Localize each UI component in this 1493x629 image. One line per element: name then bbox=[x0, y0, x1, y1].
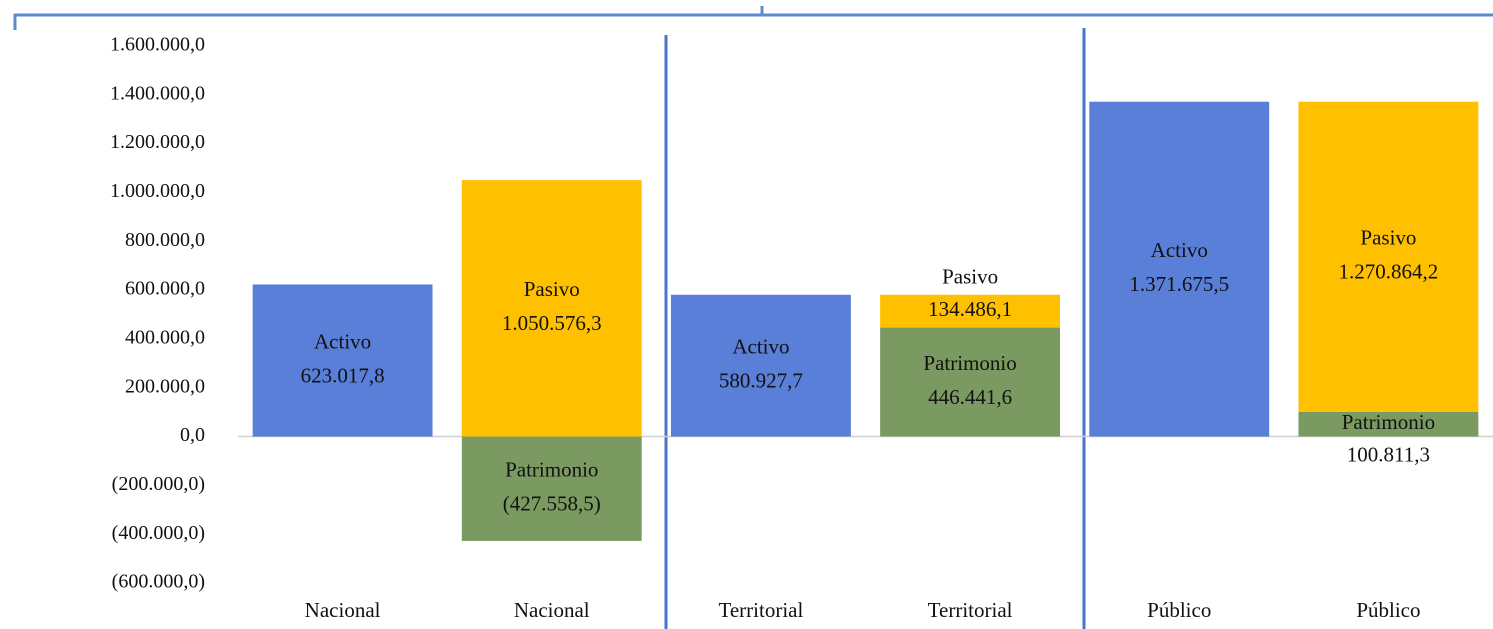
segment-name: Patrimonio bbox=[1342, 410, 1435, 434]
x-tick-label: Público bbox=[1356, 598, 1420, 622]
segment-name: Activo bbox=[1151, 238, 1208, 262]
segment-name: Pasivo bbox=[1360, 226, 1416, 250]
bar bbox=[880, 294, 1061, 328]
segment-name: Activo bbox=[314, 329, 371, 353]
x-tick-label: Territorial bbox=[928, 598, 1013, 622]
data-label: 1.371.675,5 bbox=[1129, 272, 1229, 296]
segment-name: Patrimonio bbox=[923, 351, 1016, 375]
y-tick-label: 1.600.000,0 bbox=[110, 34, 205, 56]
bracket bbox=[13, 6, 1493, 30]
y-tick-label: 1.400.000,0 bbox=[110, 82, 205, 104]
bar bbox=[880, 327, 1061, 437]
x-tick-label: Nacional bbox=[514, 598, 590, 622]
segment-name: Activo bbox=[732, 334, 789, 358]
y-tick-label: (600.000,0) bbox=[112, 571, 205, 593]
data-label: 580.927,7 bbox=[719, 368, 803, 392]
bar bbox=[461, 180, 642, 437]
bar bbox=[252, 284, 433, 437]
y-tick-label: (200.000,0) bbox=[112, 473, 205, 495]
data-label: (427.558,5) bbox=[503, 492, 601, 516]
bar bbox=[461, 436, 642, 541]
y-tick-label: 0,0 bbox=[180, 424, 205, 446]
data-label: 1.270.864,2 bbox=[1339, 260, 1439, 284]
x-tick-label: Público bbox=[1147, 598, 1211, 622]
data-label: 446.441,6 bbox=[928, 385, 1012, 409]
x-tick-label: Nacional bbox=[305, 598, 381, 622]
y-tick-label: 200.000,0 bbox=[125, 375, 205, 397]
data-label: 623.017,8 bbox=[301, 363, 385, 387]
y-tick-label: 600.000,0 bbox=[125, 278, 205, 300]
bar bbox=[1089, 101, 1270, 437]
data-label: 1.050.576,3 bbox=[502, 311, 602, 335]
y-tick-label: 1.000.000,0 bbox=[110, 180, 205, 202]
data-label: 134.486,1 bbox=[928, 297, 1012, 321]
y-tick-label: 400.000,0 bbox=[125, 327, 205, 349]
x-tick-label: Territorial bbox=[719, 598, 804, 622]
bar bbox=[1298, 411, 1479, 437]
bar bbox=[670, 294, 851, 437]
y-tick-label: 1.200.000,0 bbox=[110, 131, 205, 153]
y-tick-label: (400.000,0) bbox=[112, 522, 205, 544]
bar bbox=[1298, 101, 1479, 412]
data-label: 100.811,3 bbox=[1347, 442, 1430, 466]
segment-name: Pasivo bbox=[942, 265, 998, 289]
segment-name: Patrimonio bbox=[505, 458, 598, 482]
y-tick-label: 800.000,0 bbox=[125, 229, 205, 251]
segment-name: Pasivo bbox=[524, 277, 580, 301]
